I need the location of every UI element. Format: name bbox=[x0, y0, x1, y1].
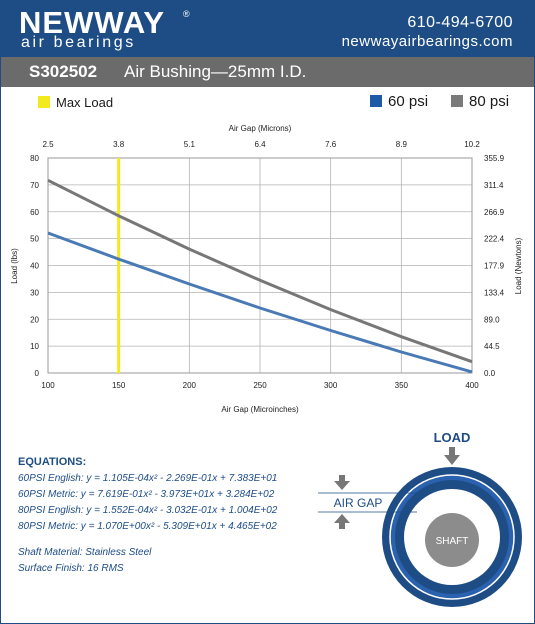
website-link[interactable]: newwayairbearings.com bbox=[341, 33, 513, 50]
y-tick-label-right: 177.9 bbox=[484, 262, 505, 271]
y-tick-label-left: 80 bbox=[30, 154, 39, 163]
x-tick-label-top: 3.8 bbox=[113, 140, 125, 149]
y-tick-label-right: 0.0 bbox=[484, 369, 496, 378]
shaft-circle bbox=[425, 513, 479, 567]
y-tick-label-left: 30 bbox=[30, 288, 39, 297]
model-number: S302502 bbox=[29, 62, 98, 81]
x-tick-label-top: 7.6 bbox=[325, 140, 337, 149]
y-tick-label-left: 40 bbox=[30, 262, 39, 271]
logo-wordmark: NEWWAY bbox=[19, 5, 166, 40]
phone-number: 610-494-6700 bbox=[407, 14, 513, 31]
diagram-air-gap-label: AIR GAP bbox=[334, 496, 383, 510]
y-tick-label-right: 355.9 bbox=[484, 154, 505, 163]
x-tick-label-bottom: 150 bbox=[112, 381, 126, 390]
x-tick-label-bottom: 300 bbox=[324, 381, 338, 390]
x-axis-bottom-title: Air Gap (Microinches) bbox=[221, 405, 299, 414]
x-axis-top-title: Air Gap (Microns) bbox=[229, 124, 292, 133]
x-tick-label-top: 8.9 bbox=[396, 140, 408, 149]
chart-tick-labels: 1002.51503.82005.12506.43007.63508.94001… bbox=[30, 140, 504, 390]
x-tick-label-top: 6.4 bbox=[254, 140, 266, 149]
equation-line: 60PSI English: y = 1.105E-04x² - 2.269E-… bbox=[18, 473, 278, 484]
legend-60psi: 60 psi bbox=[370, 94, 428, 109]
surface-finish: Surface Finish: 16 RMS bbox=[18, 563, 124, 574]
equations-block: EQUATIONS: 60PSI English: y = 1.105E-04x… bbox=[18, 456, 277, 577]
header-bar: NEWWAY ® air bearings 610-494-6700 newwa… bbox=[1, 1, 534, 57]
x-tick-label-top: 10.2 bbox=[464, 140, 480, 149]
equations-heading: EQUATIONS: bbox=[18, 456, 87, 468]
y-tick-label-right: 44.5 bbox=[484, 342, 500, 351]
y-axis-right-title: Load (Newtons) bbox=[514, 237, 523, 294]
legend-max-load: Max Load bbox=[38, 95, 113, 110]
logo-registered-mark: ® bbox=[183, 9, 190, 19]
y-tick-label-right: 133.4 bbox=[484, 288, 505, 297]
logo-subtitle: air bearings bbox=[21, 34, 136, 51]
y-tick-label-left: 70 bbox=[30, 181, 39, 190]
diagram-shaft-label: SHAFT bbox=[436, 536, 469, 547]
x-tick-label-bottom: 100 bbox=[41, 381, 55, 390]
series-60psi-line bbox=[47, 231, 473, 374]
x-tick-label-top: 2.5 bbox=[42, 140, 54, 149]
shaft-material: Shaft Material: Stainless Steel bbox=[18, 547, 152, 558]
x-tick-label-bottom: 400 bbox=[465, 381, 479, 390]
legend-80psi-label: 80 psi bbox=[469, 93, 510, 110]
x-tick-label-bottom: 250 bbox=[253, 381, 267, 390]
y-tick-label-right: 266.9 bbox=[484, 208, 505, 217]
legend-80psi: 80 psi bbox=[451, 94, 509, 109]
title-bar: S302502 Air Bushing—25mm I.D. bbox=[1, 57, 534, 87]
y-axis-left-title: Load (lbs) bbox=[10, 248, 19, 284]
air-gap-arrow-down-icon bbox=[334, 475, 350, 490]
air-gap-arrow-up-icon bbox=[334, 514, 350, 529]
equation-line: 80PSI English: y = 1.552E-04x² - 3.032E-… bbox=[18, 505, 278, 516]
x-tick-label-bottom: 350 bbox=[395, 381, 409, 390]
y-tick-label-left: 0 bbox=[35, 369, 40, 378]
diagram-load-label: LOAD bbox=[434, 430, 471, 445]
equation-line: 60PSI Metric: y = 7.619E-01x² - 3.973E+0… bbox=[18, 489, 275, 500]
y-tick-label-right: 311.4 bbox=[484, 181, 504, 190]
y-tick-label-left: 20 bbox=[30, 315, 39, 324]
series-80psi-line bbox=[47, 178, 473, 364]
product-subtitle: Air Bushing—25mm I.D. bbox=[124, 62, 307, 81]
legend-60psi-label: 60 psi bbox=[388, 93, 429, 110]
x-tick-label-bottom: 200 bbox=[183, 381, 197, 390]
load-arrow-icon bbox=[444, 447, 460, 465]
y-tick-label-left: 50 bbox=[30, 235, 39, 244]
max-load-swatch bbox=[38, 96, 50, 108]
y-tick-label-left: 10 bbox=[30, 342, 39, 351]
bushing-diagram: LOAD SHAFT AIR GAP bbox=[318, 430, 522, 607]
x-tick-label-top: 5.1 bbox=[184, 140, 196, 149]
y-tick-label-left: 60 bbox=[30, 208, 39, 217]
equation-line: 80PSI Metric: y = 1.070E+00x² - 5.309E+0… bbox=[18, 521, 277, 532]
legend-max-load-label: Max Load bbox=[56, 95, 114, 110]
y-tick-label-right: 89.0 bbox=[484, 315, 500, 324]
series-60-swatch bbox=[370, 95, 382, 107]
series-80-swatch bbox=[451, 95, 463, 107]
plot-area-frame bbox=[47, 157, 473, 374]
y-tick-label-right: 222.4 bbox=[484, 235, 505, 244]
